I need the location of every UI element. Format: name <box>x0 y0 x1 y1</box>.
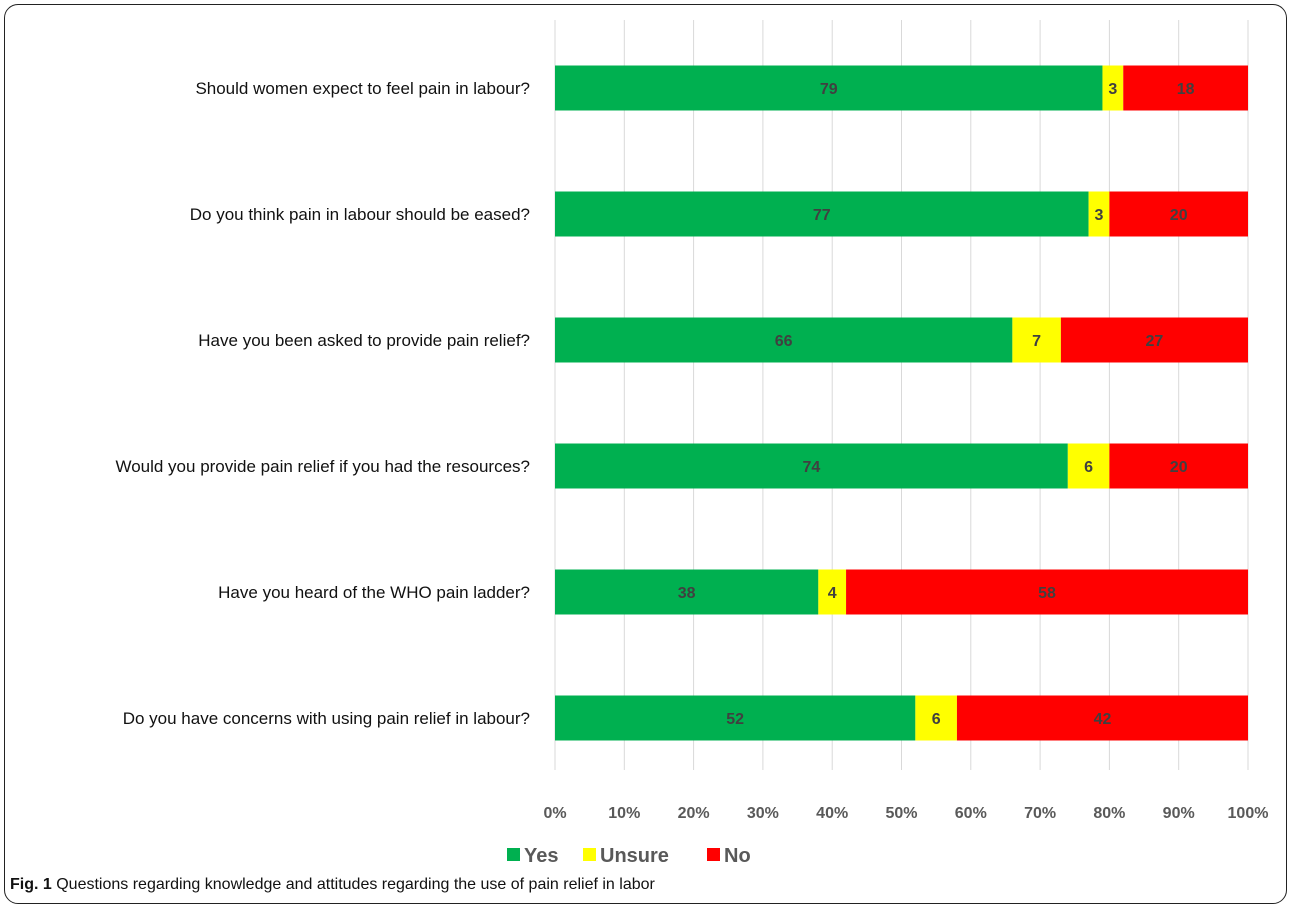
legend: Yes Unsure No <box>507 845 751 867</box>
bar-no <box>1123 65 1248 111</box>
data-label: 52 <box>726 711 744 728</box>
x-tick-label: 90% <box>1163 805 1195 822</box>
data-label: 79 <box>820 81 838 98</box>
x-tick-label: 10% <box>608 805 640 822</box>
x-tick-label: 100% <box>1228 805 1269 822</box>
bar-yes <box>555 443 1068 489</box>
data-label: 77 <box>813 207 831 224</box>
data-label: 3 <box>1095 207 1104 224</box>
data-label: 42 <box>1094 711 1112 728</box>
data-label: 20 <box>1170 459 1188 476</box>
data-label: 20 <box>1170 207 1188 224</box>
legend-label: No <box>724 845 751 867</box>
bar-unsure <box>1067 443 1110 489</box>
x-tick-label: 80% <box>1093 805 1125 822</box>
data-label: 3 <box>1108 81 1117 98</box>
legend-swatch-yes <box>507 848 520 861</box>
bar-no <box>956 695 1248 741</box>
x-tick-label: 50% <box>885 805 917 822</box>
bar-yes <box>555 569 819 615</box>
data-label: 27 <box>1146 333 1164 350</box>
figure-frame <box>4 4 1287 904</box>
bar-no <box>1060 317 1248 363</box>
figure-caption: Fig. 1 Questions regarding knowledge and… <box>10 876 655 894</box>
data-label: 38 <box>678 585 696 602</box>
category-label: Do you have concerns with using pain rel… <box>123 709 530 728</box>
category-labels: Should women expect to feel pain in labo… <box>115 79 530 728</box>
data-label: 6 <box>932 711 941 728</box>
bar-unsure <box>915 695 957 741</box>
bar-yes <box>555 65 1103 111</box>
legend-label: Yes <box>524 845 558 867</box>
x-tick-label: 30% <box>747 805 779 822</box>
legend-swatch-no <box>707 848 720 861</box>
category-label: Should women expect to feel pain in labo… <box>195 79 530 98</box>
data-label: 66 <box>775 333 793 350</box>
bar-no <box>846 569 1248 615</box>
data-label: 6 <box>1084 459 1093 476</box>
legend-label: Unsure <box>600 845 669 867</box>
data-label: 7 <box>1032 333 1041 350</box>
data-label: 74 <box>803 459 821 476</box>
stacked-bar-chart: 79 3 18 77 3 20 66 7 27 74 6 20 38 4 58 52 6 42 Should wo… <box>115 20 1268 867</box>
data-label: 58 <box>1038 585 1056 602</box>
x-tick-label: 20% <box>678 805 710 822</box>
data-label: 4 <box>828 585 837 602</box>
bar-unsure <box>1102 65 1124 111</box>
figure-caption-text: Questions regarding knowledge and attitu… <box>56 876 655 893</box>
category-label: Do you think pain in labour should be ea… <box>190 205 530 224</box>
bar-no <box>1109 443 1248 489</box>
x-tick-label: 40% <box>816 805 848 822</box>
x-tick-label: 70% <box>1024 805 1056 822</box>
bars: 79 3 18 77 3 20 66 7 27 74 6 20 38 4 58 52 6 42 <box>555 65 1248 741</box>
gridlines <box>554 20 1249 770</box>
bar-yes <box>555 695 916 741</box>
x-tick-label: 0% <box>543 805 566 822</box>
category-label: Have you been asked to provide pain reli… <box>198 331 530 350</box>
x-tick-label: 60% <box>955 805 987 822</box>
category-label: Have you heard of the WHO pain ladder? <box>218 583 530 602</box>
data-label: 18 <box>1177 81 1195 98</box>
bar-yes <box>555 191 1089 237</box>
x-axis-ticks: 0% 10% 20% 30% 40% 50% 60% 70% 80% 90% 100% <box>543 805 1268 822</box>
bar-unsure <box>1088 191 1110 237</box>
figure-caption-label: Fig. 1 <box>10 876 52 893</box>
legend-swatch-unsure <box>583 848 596 861</box>
bar-unsure <box>818 569 847 615</box>
bar-unsure <box>1012 317 1061 363</box>
bar-no <box>1109 191 1248 237</box>
bar-yes <box>555 317 1013 363</box>
category-label: Would you provide pain relief if you had… <box>115 457 530 476</box>
